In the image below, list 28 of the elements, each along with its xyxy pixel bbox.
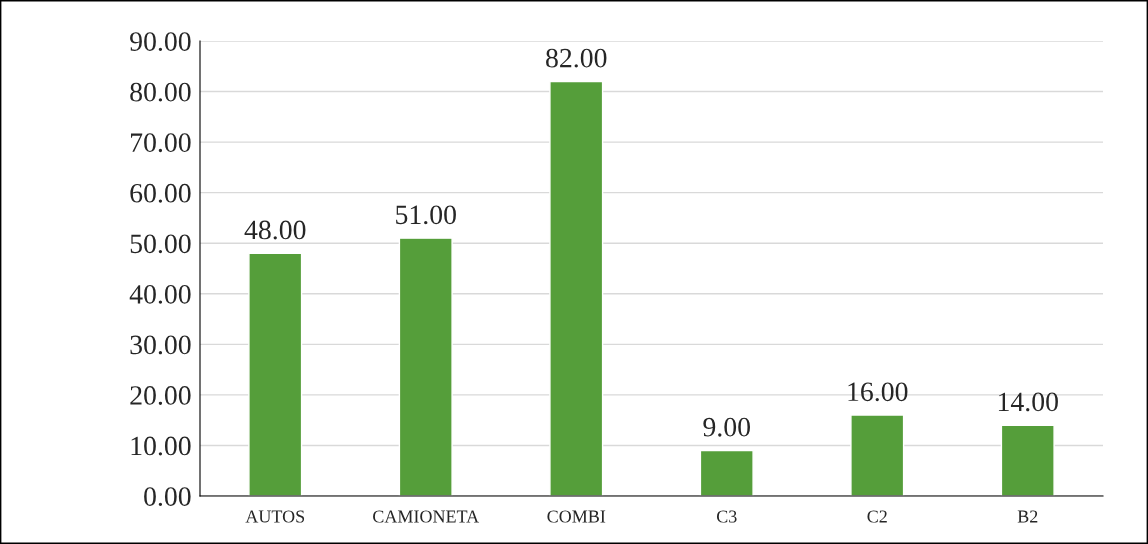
data-label: 48.00: [244, 220, 306, 240]
x-tick-label: C2: [867, 510, 887, 523]
y-tick-label: 0.00: [144, 487, 191, 507]
bar: [850, 414, 905, 496]
data-label: 16.00: [848, 382, 908, 402]
y-tick-label: 40.00: [129, 284, 191, 304]
x-tick-label: B2: [1017, 510, 1038, 523]
bar: [1000, 424, 1055, 496]
data-label: 9.00: [703, 417, 750, 437]
bar: [549, 80, 604, 496]
bar: [248, 252, 303, 496]
y-tick-label: 50.00: [130, 234, 191, 254]
bar: [699, 449, 754, 496]
data-label: 82.00: [546, 48, 607, 68]
y-tick-label: 20.00: [130, 386, 191, 405]
y-tick-label: 90.00: [130, 32, 191, 52]
y-tick-label: 10.00: [131, 436, 191, 456]
data-label: 51.00: [396, 205, 456, 225]
x-tick-label: CAMIONETA: [373, 510, 480, 523]
bar: [398, 237, 453, 496]
x-tick-label: C3: [716, 510, 737, 523]
data-label: 14.00: [998, 392, 1058, 412]
x-tick-label: COMBI: [547, 510, 606, 523]
y-tick-label: 70.00: [131, 133, 191, 153]
y-tick-label: 60.00: [130, 183, 191, 203]
y-tick-label: 30.00: [130, 335, 191, 355]
x-tick-label: AUTOS: [245, 510, 305, 523]
y-tick-label: 80.00: [130, 82, 191, 102]
